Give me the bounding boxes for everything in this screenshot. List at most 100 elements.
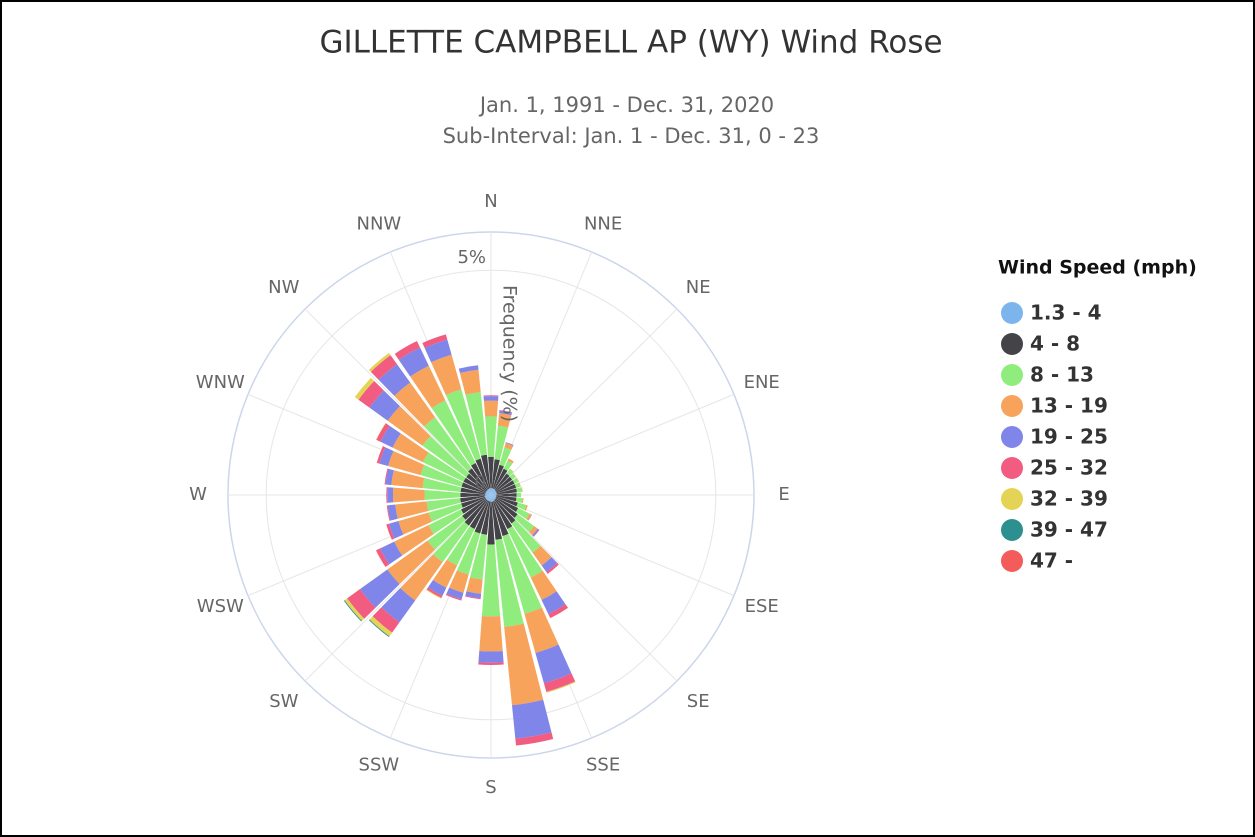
- bar-segment: [379, 447, 394, 467]
- bar-segment: [458, 365, 479, 374]
- bar-segment: [387, 540, 436, 585]
- bar-segment: [521, 498, 524, 504]
- grid-spoke: [490, 494, 678, 682]
- bar-segment: [548, 604, 569, 619]
- bar-segment: [491, 490, 496, 495]
- bar-segment: [380, 541, 403, 565]
- bar-segment: [391, 470, 425, 489]
- grid-spoke: [490, 393, 735, 496]
- bar-segment: [491, 495, 495, 501]
- y-axis-title: Frequency (%): [499, 285, 521, 422]
- bar-segment: [424, 417, 472, 472]
- bar-segment: [496, 493, 517, 497]
- bar-segment: [384, 468, 389, 485]
- bar-segment: [504, 443, 514, 450]
- bar-segment: [394, 341, 421, 360]
- legend-label: 39 - 47: [1030, 518, 1108, 542]
- bar-segment: [422, 334, 448, 348]
- x-tick-label: ESE: [745, 596, 779, 617]
- legend-marker: [1001, 364, 1023, 386]
- bar-segment: [479, 616, 503, 652]
- chart-subtitle: Jan. 1, 1991 - Dec. 31, 2020: [478, 93, 774, 117]
- bar-segment: [495, 496, 518, 507]
- bar-segment: [398, 512, 432, 535]
- bar-segment: [489, 495, 491, 502]
- bar-segment: [486, 495, 491, 501]
- x-tick-label: ENE: [744, 372, 780, 393]
- bar-segment: [496, 484, 517, 494]
- x-tick-label: WNW: [196, 372, 245, 393]
- y-tick-label: 0: [475, 472, 486, 493]
- legend-marker: [1001, 426, 1023, 448]
- bar-segment: [481, 501, 491, 535]
- bar-segment: [368, 352, 391, 372]
- bar-segment: [546, 562, 559, 574]
- bar-segment: [376, 446, 386, 464]
- bar-segment: [487, 489, 491, 495]
- bar-segment: [478, 662, 504, 665]
- bar-segment: [491, 495, 496, 500]
- bar-segment: [533, 529, 540, 537]
- bar-segment: [484, 495, 491, 498]
- bar-segment: [491, 491, 497, 495]
- bar-segment: [426, 498, 461, 511]
- x-tick-label: SW: [269, 691, 298, 712]
- legend-title: Wind Speed (mph): [998, 257, 1197, 279]
- legend-label: 4 - 8: [1030, 332, 1080, 356]
- bar-segment: [515, 508, 530, 520]
- bar-segment: [496, 488, 517, 495]
- bar-segment: [370, 355, 398, 380]
- bar-segment: [394, 525, 434, 556]
- bar-segment: [491, 494, 497, 496]
- bar-segment: [380, 425, 401, 448]
- chart-subtitle: Sub-Interval: Jan. 1 - Dec. 31, 0 - 23: [443, 124, 820, 148]
- chart-title: GILLETTE CAMPBELL AP (WY) Wind Rose: [319, 25, 942, 61]
- bar-segment: [502, 533, 542, 615]
- bar-segment: [466, 577, 483, 594]
- bar-segment: [483, 400, 499, 417]
- bar-segment: [495, 497, 519, 512]
- bar-segment: [461, 497, 486, 514]
- bar-segment: [465, 595, 481, 600]
- bar-segment: [388, 521, 404, 539]
- bar-segment: [491, 488, 495, 495]
- bar-segment: [428, 503, 463, 522]
- bar-segment: [516, 477, 519, 482]
- bar-segment: [385, 468, 394, 486]
- x-tick-label: W: [189, 484, 207, 505]
- bar-segment: [392, 487, 425, 503]
- legend-marker: [1001, 550, 1023, 572]
- bar-segment: [511, 520, 541, 553]
- bar-segment: [492, 464, 504, 489]
- bar-segment: [445, 593, 462, 601]
- bar-segment: [512, 477, 519, 484]
- bar-segment: [358, 381, 384, 408]
- bar-segment: [469, 500, 489, 530]
- bar-segment: [463, 477, 487, 493]
- legend-marker: [1001, 488, 1023, 510]
- bar-segment: [343, 600, 362, 622]
- bar-segment: [495, 476, 513, 492]
- bar-segment: [485, 491, 491, 495]
- bar-segment: [491, 495, 496, 500]
- x-tick-label: NW: [268, 277, 299, 298]
- bar-segment: [433, 522, 469, 563]
- bar-segment: [506, 469, 514, 477]
- bars: [343, 334, 576, 746]
- bar-segment: [532, 545, 552, 566]
- bar-segment: [492, 501, 509, 537]
- bar-segment: [521, 487, 523, 492]
- bar-segment: [460, 487, 486, 495]
- bar-segment: [491, 495, 497, 498]
- bar-segment: [490, 488, 492, 495]
- bar-segment: [485, 494, 491, 496]
- bar-segment: [398, 347, 429, 377]
- bar-segment: [420, 464, 464, 487]
- bar-segment: [499, 447, 512, 467]
- bar-segment: [509, 473, 516, 480]
- legend-marker: [1001, 333, 1023, 355]
- bar-segment: [369, 390, 400, 421]
- bar-segment: [491, 493, 497, 495]
